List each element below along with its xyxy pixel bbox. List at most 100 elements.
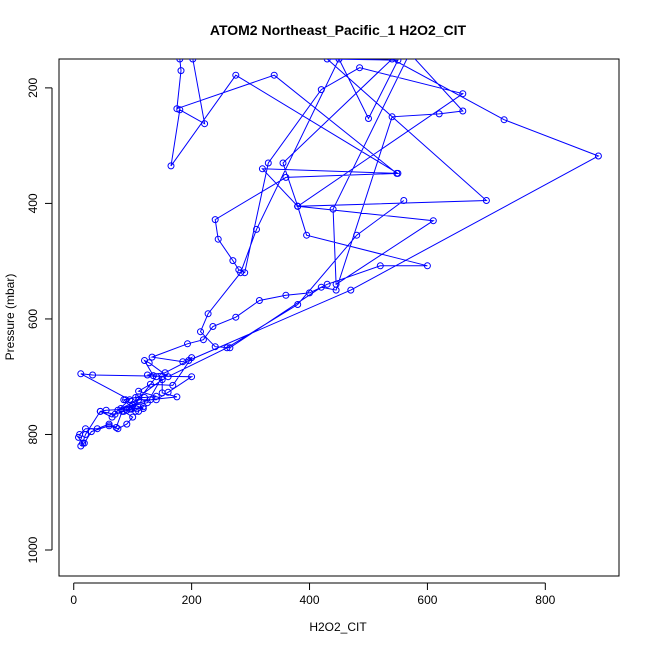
chart-title: ATOM2 Northeast_Pacific_1 H2O2_CIT [210,22,467,38]
data-point [118,407,126,415]
data-point [335,59,343,63]
x-tick-label: 200 [182,593,202,607]
data-point [76,431,84,438]
data-point [229,257,237,265]
data-point [317,86,325,94]
data-point [253,225,260,233]
data-point [388,113,396,121]
data-point [459,107,467,115]
data-point [306,289,313,297]
data-point [93,425,101,433]
data-point [223,344,231,352]
data-point [139,403,147,411]
data-point [89,371,97,379]
data-point [294,301,302,308]
data-point [226,344,234,352]
data-point [77,370,85,378]
data-point [112,424,120,431]
data-point [500,116,508,124]
data-point [184,340,191,348]
data-point [149,372,157,380]
data-point [108,413,116,421]
data-point [270,71,278,79]
y-tick-label: 200 [26,78,40,98]
y-axis-label: Pressure (mbar) [3,274,17,361]
data-point [152,392,160,400]
data-point [79,439,87,447]
data-point [232,313,240,321]
series-layer [77,59,600,447]
data-point [400,197,408,204]
data-point [255,297,263,304]
data-point [143,399,151,407]
data-point [429,217,437,225]
data-point [282,173,290,181]
data-point [164,388,172,396]
data-point [204,310,212,318]
data-point [126,396,134,404]
marker-layer [75,59,602,450]
data-point [197,328,204,336]
data-point [237,269,245,277]
data-point [173,105,181,113]
data-point [114,425,122,433]
data-point [128,405,135,413]
data-point [332,280,340,288]
y-tick-label: 600 [26,309,40,329]
data-point [169,381,177,389]
data-point [356,64,364,72]
data-point [129,402,137,410]
data-point [167,162,175,170]
data-point [199,336,207,344]
data-point [264,159,272,167]
y-axis: 200 400 600 800 1000 [26,78,53,563]
data-point [482,197,490,204]
data-point [323,59,331,63]
data-point [176,59,184,63]
data-point [132,407,140,415]
series-line [77,59,600,447]
data-point [135,407,143,415]
data-point [123,420,131,428]
data-point [146,380,154,388]
data-point [145,359,153,367]
data-point [135,393,143,401]
data-point [173,393,181,401]
y-tick-label: 800 [26,424,40,444]
data-point [376,262,384,270]
data-point [594,152,602,160]
data-point [211,216,219,224]
x-tick-label: 800 [535,593,555,607]
data-point [232,71,240,79]
data-point [303,231,311,239]
data-point [353,231,361,239]
data-point [114,406,122,414]
data-point [148,353,156,361]
data-point [189,59,197,63]
data-point [435,110,443,118]
data-point [347,286,355,294]
data-point [388,59,396,63]
x-tick-label: 600 [417,593,437,607]
data-point [87,428,95,436]
data-point [279,159,287,167]
data-point [258,165,266,173]
data-point [185,357,193,364]
x-axis-label: H2O2_CIT [309,620,367,634]
data-point [329,205,337,213]
data-point [152,396,160,404]
y-tick-label: 1000 [26,536,40,563]
data-point [82,425,89,433]
data-point [96,407,104,415]
x-axis: 0 200 400 600 800 [70,582,556,607]
data-point [365,115,372,122]
x-tick-label: 0 [70,593,77,607]
data-point [135,396,143,404]
data-point [423,262,431,270]
data-point [188,373,196,381]
y-tick-label: 400 [26,193,40,213]
data-point [323,280,331,288]
data-point [177,67,185,75]
